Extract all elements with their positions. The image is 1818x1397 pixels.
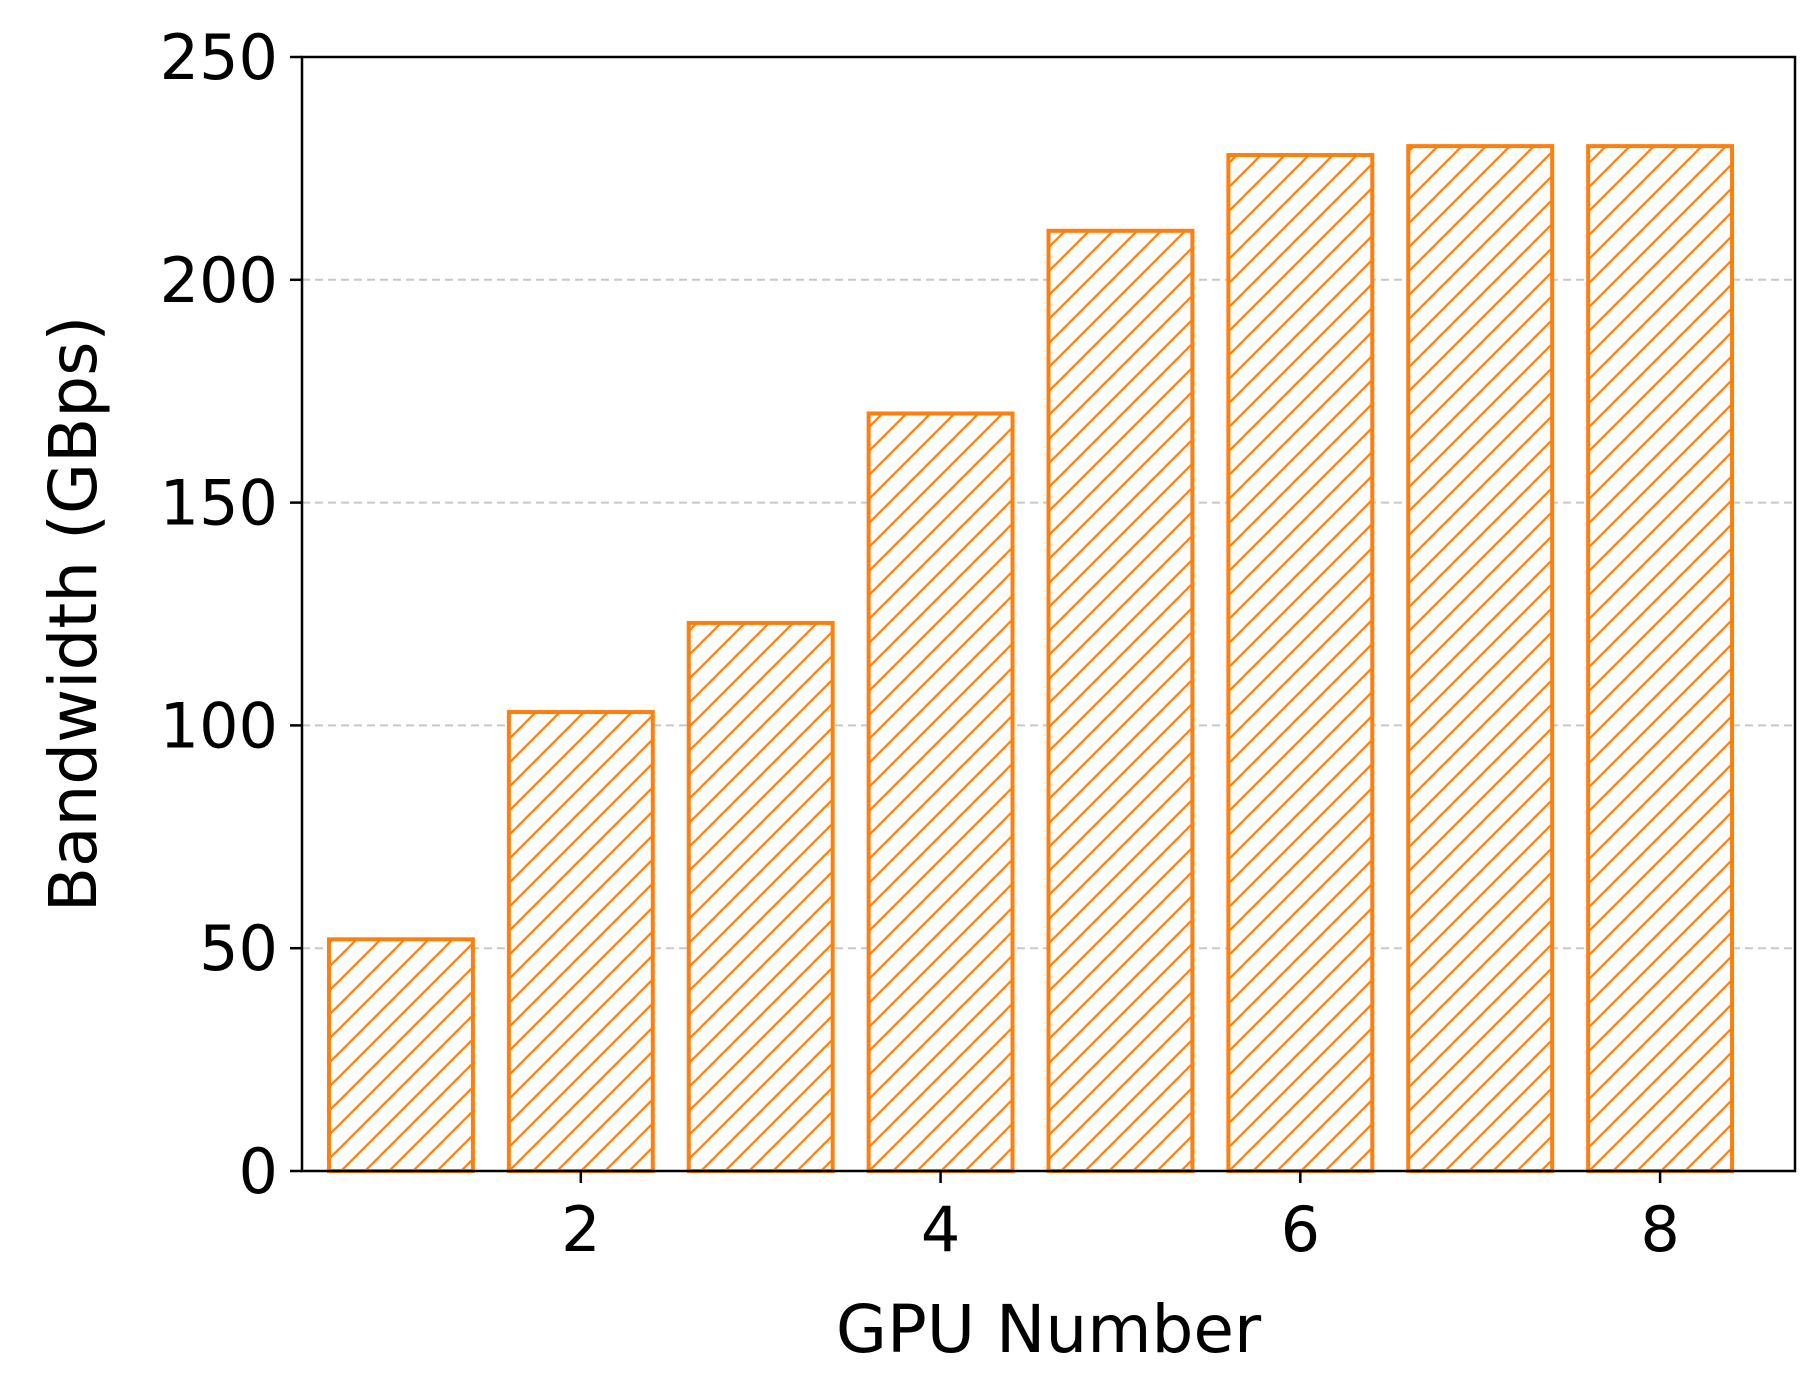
bar-gpu-2 bbox=[506, 710, 655, 1173]
bar-gpu-6 bbox=[1226, 153, 1375, 1174]
y-tick-label: 250 bbox=[160, 21, 278, 94]
bars bbox=[326, 144, 1735, 1174]
plot-frame bbox=[300, 55, 1797, 1173]
y-axis-title: Bandwidth (GBps) bbox=[35, 316, 112, 913]
x-tick-label: 4 bbox=[921, 1193, 960, 1266]
y-tick-label: 0 bbox=[239, 1135, 278, 1208]
x-tick-label: 6 bbox=[1281, 1193, 1320, 1266]
bar-gpu-3 bbox=[686, 620, 835, 1173]
bar-gpu-7 bbox=[1406, 144, 1555, 1173]
y-tick-label: 50 bbox=[199, 912, 278, 985]
y-tick-label: 100 bbox=[160, 689, 278, 762]
bar-gpu-5 bbox=[1046, 228, 1195, 1173]
y-axis-ticks: 0 50 100 150 200 250 bbox=[160, 21, 302, 1208]
x-axis-title: GPU Number bbox=[836, 1291, 1262, 1368]
x-axis-ticks: 2 4 6 8 bbox=[561, 1171, 1680, 1266]
x-tick-label: 2 bbox=[561, 1193, 600, 1266]
y-tick-label: 200 bbox=[160, 244, 278, 317]
bar-gpu-8 bbox=[1586, 144, 1735, 1173]
bar-gpu-4 bbox=[866, 411, 1015, 1174]
y-tick-label: 150 bbox=[160, 467, 278, 540]
x-tick-label: 8 bbox=[1640, 1193, 1679, 1266]
bar-gpu-1 bbox=[326, 937, 475, 1174]
